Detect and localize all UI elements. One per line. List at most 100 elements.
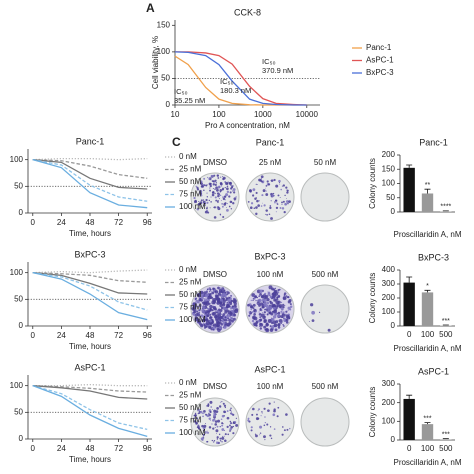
colony (229, 409, 232, 412)
colony (286, 428, 289, 431)
colony (279, 197, 281, 199)
colony (284, 194, 286, 197)
y-tick-label: 0 (19, 321, 24, 330)
plate-label: 100 nM (257, 270, 284, 279)
colony (223, 290, 226, 292)
y-tick-label: 100 (382, 179, 396, 188)
colony (203, 189, 205, 192)
colony (277, 314, 280, 318)
colony (222, 293, 227, 298)
colony (219, 425, 221, 428)
colony (266, 297, 270, 302)
chart-title: AsPC-1 (418, 366, 449, 376)
colony (208, 325, 212, 329)
colony (221, 202, 224, 205)
colony (252, 194, 255, 197)
colony (262, 298, 264, 300)
colony (195, 185, 198, 188)
colony (257, 302, 259, 305)
colony (211, 193, 215, 197)
colony (248, 314, 251, 317)
colony (287, 300, 291, 304)
colony (276, 298, 279, 301)
series-line (32, 272, 148, 311)
colony (273, 289, 278, 294)
colony (211, 191, 215, 194)
colony (255, 310, 257, 313)
colony (216, 200, 219, 203)
colony (196, 308, 197, 310)
colony (285, 313, 287, 316)
colony (227, 298, 231, 302)
legend-label: 50 nM (179, 403, 202, 412)
colony (230, 299, 234, 303)
x-tick-label: 10000 (296, 110, 319, 119)
colony (208, 311, 210, 313)
plate-label: 500 nM (312, 382, 339, 391)
colony (263, 299, 265, 301)
colony (282, 303, 285, 306)
series-line (32, 159, 148, 209)
x-tick-label: 72 (114, 331, 123, 340)
colony (202, 199, 205, 201)
colony (196, 417, 199, 420)
colony (200, 290, 204, 294)
colony (287, 306, 291, 310)
colony (216, 441, 219, 445)
colony (282, 298, 285, 300)
colony (217, 328, 221, 332)
colony (218, 325, 223, 330)
colony (282, 323, 284, 326)
colony (226, 302, 229, 304)
colony (222, 197, 226, 201)
plate-row-title: BxPC-3 (254, 251, 285, 261)
colony (265, 209, 268, 212)
colony (208, 302, 211, 305)
colony (327, 328, 331, 332)
colony (235, 196, 237, 198)
series-line (175, 51, 307, 106)
colony (219, 213, 222, 215)
colony (232, 202, 235, 205)
colony (226, 185, 229, 188)
colony (250, 429, 253, 432)
colony (211, 309, 214, 312)
colony (221, 319, 225, 323)
y-tick-label: 50 (386, 193, 395, 202)
colony (226, 303, 228, 305)
colony (219, 298, 224, 303)
colony (223, 404, 227, 407)
colony (257, 320, 261, 323)
colony (255, 183, 257, 185)
colony (229, 424, 231, 427)
colony (267, 304, 269, 306)
colony (285, 413, 288, 416)
colony (288, 200, 291, 203)
colony (204, 202, 205, 204)
colony (223, 435, 225, 437)
chart-title: BxPC-3 (74, 249, 105, 259)
colony (206, 201, 209, 204)
colony (275, 206, 279, 210)
colony (253, 317, 256, 320)
colony (208, 199, 210, 202)
colony (193, 314, 196, 317)
colony (226, 187, 229, 191)
colony (276, 303, 280, 307)
colony (221, 428, 225, 431)
colony (232, 306, 236, 310)
colony (201, 424, 204, 428)
colony (206, 314, 210, 318)
legend-label: 25 nM (179, 165, 202, 174)
colony (225, 182, 229, 185)
y-tick-label: 50 (14, 181, 23, 190)
y-tick-label: 0 (19, 434, 24, 443)
chart-title: AsPC-1 (74, 362, 105, 372)
colony (225, 193, 229, 197)
colony (227, 296, 229, 298)
colony (259, 432, 262, 434)
colony (222, 402, 225, 405)
colony (258, 311, 260, 313)
colony (195, 422, 198, 425)
colony (209, 288, 212, 291)
